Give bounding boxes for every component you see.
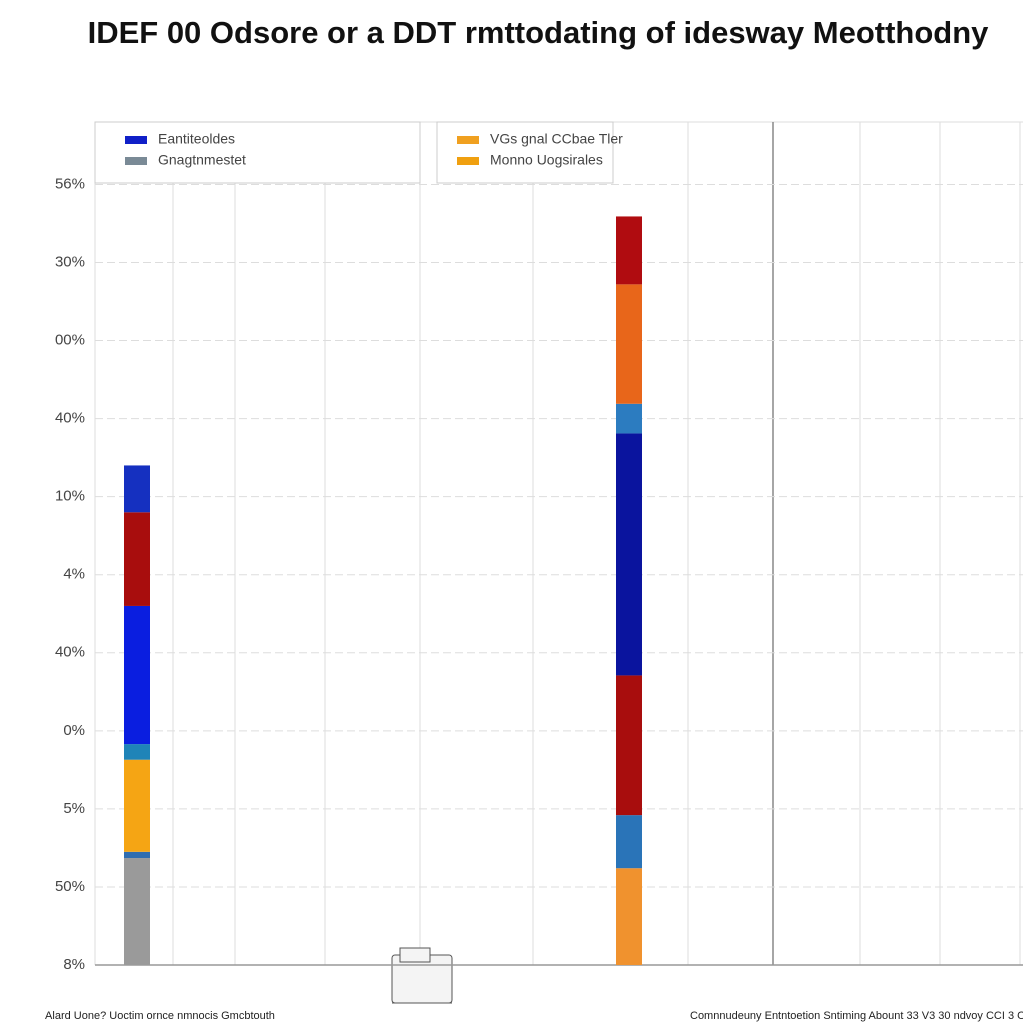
x-tick-label: Alard Uone? Uoctim ornce nmnocis Gmcbtou…	[45, 1010, 275, 1022]
bar-segment	[124, 851, 150, 859]
y-tick-label: 56%	[55, 175, 85, 192]
bar-segment	[616, 815, 642, 869]
y-tick-label: 5%	[63, 800, 85, 817]
legend-box	[94, 121, 421, 184]
chart-title: IDEF 00 Odsore or a DDT rmttodating of i…	[88, 15, 990, 50]
legend-label: Eantiteoldes	[158, 131, 235, 147]
bar-segment	[616, 403, 642, 434]
y-tick-label: 4%	[63, 566, 85, 583]
printer-icon	[391, 947, 453, 1004]
bar-segment	[124, 465, 150, 513]
bar-segment	[616, 216, 642, 285]
bar-segment	[124, 744, 150, 760]
y-tick-label: 50%	[55, 878, 85, 895]
y-tick-label: 10%	[55, 488, 85, 505]
bar-segment	[124, 512, 150, 606]
legend-swatch	[125, 136, 147, 144]
legend-swatch	[457, 157, 479, 165]
x-tick-label: Comnnudeuny Entntoetion Sntiming Abount …	[690, 1010, 1023, 1022]
legend-swatch	[125, 157, 147, 165]
legend-swatch	[457, 136, 479, 144]
legend-label: Gnagtnmestet	[158, 152, 246, 168]
bar-segment	[124, 759, 150, 852]
y-tick-label: 40%	[55, 644, 85, 661]
bar-segment	[616, 284, 642, 404]
legend-label: Monno Uogsirales	[490, 152, 603, 168]
bar-segment	[616, 433, 642, 676]
y-tick-label: 0%	[63, 722, 85, 739]
y-tick-label: 8%	[63, 956, 85, 973]
vertical-grid	[94, 121, 1023, 965]
bar-segment	[616, 868, 642, 965]
bar-segment	[616, 675, 642, 816]
legend-box	[436, 121, 614, 184]
y-tick-label: 30%	[55, 253, 85, 270]
legend-label: VGs gnal CCbae Tler	[490, 131, 623, 147]
y-tick-label: 40%	[55, 410, 85, 427]
bar-segment	[124, 605, 150, 745]
bar-segment	[124, 858, 150, 965]
y-tick-label: 00%	[55, 332, 85, 349]
